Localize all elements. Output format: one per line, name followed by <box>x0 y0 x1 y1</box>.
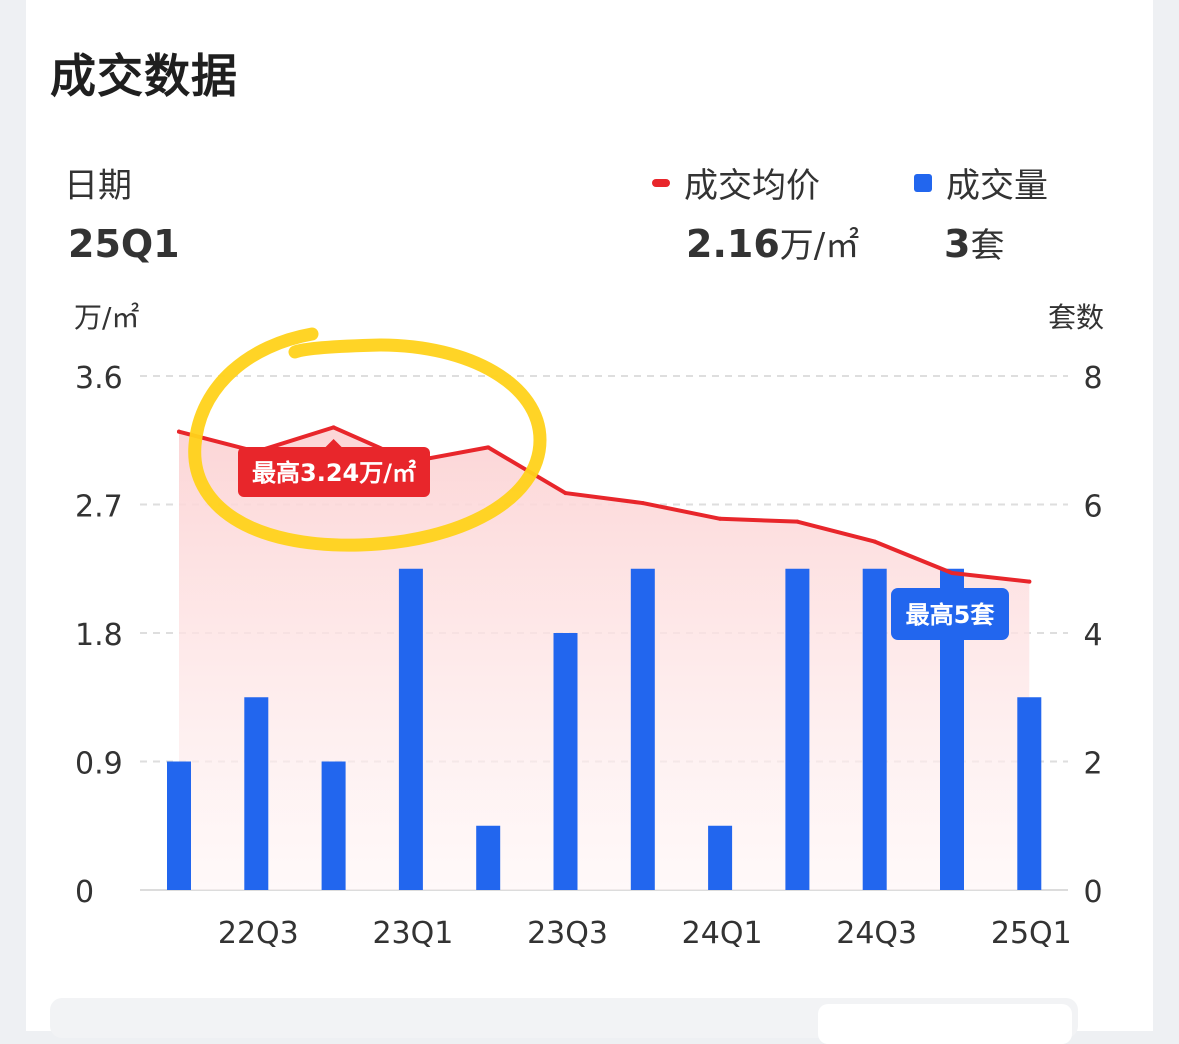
page-title: 成交数据 <box>50 49 238 103</box>
volume-value-number: 3 <box>944 222 971 266</box>
x-tick-label: 23Q1 <box>372 916 453 951</box>
volume-swatch <box>914 173 932 192</box>
price-point[interactable] <box>795 519 800 524</box>
y-left-tick-label: 0.9 <box>75 747 123 782</box>
price-value-unit: 万/㎡ <box>779 226 860 266</box>
volume-bar[interactable] <box>398 568 423 890</box>
price-max-tooltip-pointer <box>325 439 342 447</box>
price-point[interactable] <box>1027 579 1032 584</box>
price-point[interactable] <box>486 445 491 450</box>
volume-bar[interactable] <box>167 761 191 891</box>
price-max-label: 最高3.24万/㎡ <box>252 459 416 487</box>
price-value-number: 2.16 <box>686 222 780 266</box>
volume-value-unit: 套 <box>970 226 1005 266</box>
volume-max-tooltip-bg <box>891 588 1009 640</box>
volume-bar[interactable] <box>708 825 733 890</box>
y-right-tick-label: 8 <box>1083 361 1102 396</box>
price-line[interactable] <box>177 425 1032 584</box>
legend-volume: 成交量 <box>914 158 1048 207</box>
price-point[interactable] <box>331 425 336 430</box>
volume-bar[interactable] <box>244 697 269 890</box>
price-point[interactable] <box>950 571 954 576</box>
volume-bar[interactable] <box>321 761 346 891</box>
price-value: 2.16万/㎡ <box>686 218 859 267</box>
y-left-tick-label: 1.8 <box>75 618 123 653</box>
price-point[interactable] <box>872 539 877 544</box>
price-point[interactable] <box>718 516 723 521</box>
date-label: 日期 <box>64 166 132 206</box>
y-right-tick-label: 2 <box>1083 747 1102 782</box>
price-swatch <box>652 178 670 187</box>
volume-bar[interactable] <box>553 633 578 890</box>
legend-volume-label: 成交量 <box>946 166 1048 206</box>
period-tabs <box>50 998 1078 1044</box>
x-tick-label: 24Q1 <box>682 916 763 951</box>
price-point[interactable] <box>640 501 645 506</box>
y-right-tick-label: 6 <box>1083 490 1102 525</box>
highlight-circle <box>188 327 547 552</box>
volume-bar[interactable] <box>630 568 655 890</box>
x-tick-label: 24Q3 <box>836 916 917 951</box>
volume-bar[interactable] <box>862 568 887 890</box>
period-tab-active[interactable] <box>818 1004 1072 1044</box>
volume-max-label: 最高5套 <box>906 601 996 629</box>
volume-value: 3套 <box>944 218 1004 267</box>
y-left-tick-label: 0 <box>75 875 94 910</box>
y-left-tick-label: 3.6 <box>75 361 123 396</box>
y-right-tick-label: 0 <box>1083 875 1102 910</box>
volume-bar[interactable] <box>785 568 810 890</box>
y-left-axis-title: 万/㎡ <box>74 301 139 334</box>
price-point[interactable] <box>563 491 568 496</box>
y-right-tick-label: 4 <box>1083 618 1102 653</box>
volume-bar[interactable] <box>1017 697 1042 890</box>
x-tick-label: 22Q3 <box>218 916 299 951</box>
x-tick-label: 25Q1 <box>991 916 1072 951</box>
legend-price: 成交均价 <box>652 158 820 207</box>
date-value: 25Q1 <box>68 222 180 266</box>
legend-price-label: 成交均价 <box>684 166 820 206</box>
price-max-tooltip-bg <box>238 447 430 497</box>
y-right-axis-title: 套数 <box>1048 301 1104 334</box>
price-point[interactable] <box>177 429 181 434</box>
volume-bar[interactable] <box>476 825 501 890</box>
y-left-tick-label: 2.7 <box>75 490 123 525</box>
x-tick-label: 23Q3 <box>527 916 608 951</box>
